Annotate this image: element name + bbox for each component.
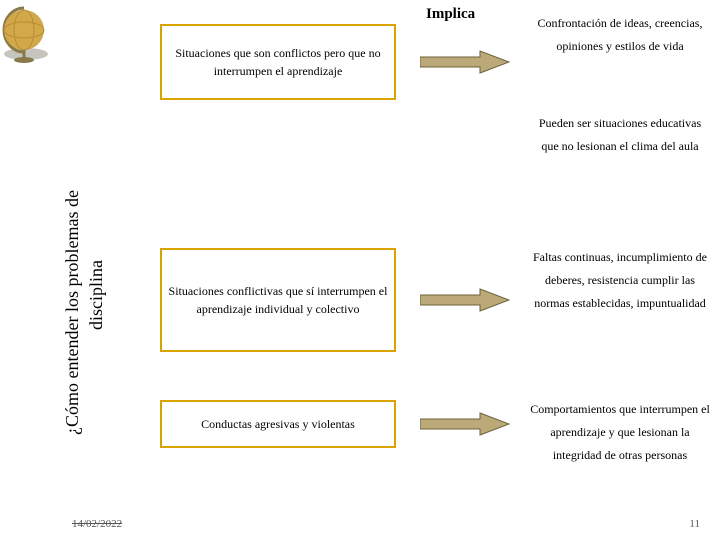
vertical-title-line1: ¿Cómo entender los problemas de (62, 190, 83, 435)
desc-comportamientos: Comportamientos que interrumpen el apren… (530, 398, 710, 466)
slide: Implica ¿Cómo entender los problemas de … (0, 0, 720, 540)
box-situaciones-no-interrumpen: Situaciones que son conflictos pero que … (160, 24, 396, 100)
box-situaciones-si-interrumpen: Situaciones conflictivas que sí interrum… (160, 248, 396, 352)
vertical-title-line2: disciplina (86, 260, 107, 330)
box-text: Situaciones que son conflictos pero que … (168, 44, 388, 80)
desc-confrontacion: Confrontación de ideas, creencias, opini… (530, 12, 710, 58)
heading-implica: Implica (426, 6, 475, 23)
box-text: Situaciones conflictivas que sí interrum… (168, 282, 388, 318)
globe-icon (0, 0, 58, 68)
desc-faltas-continuas: Faltas continuas, incumplimiento de debe… (530, 246, 710, 314)
box-text: Conductas agresivas y violentas (201, 415, 355, 433)
arrow-icon (420, 412, 510, 436)
box-conductas-agresivas: Conductas agresivas y violentas (160, 400, 396, 448)
arrow-icon (420, 288, 510, 312)
footer-date: 14/02/2022 (72, 518, 122, 530)
footer-page-number: 11 (689, 518, 700, 530)
desc-situaciones-educativas: Pueden ser situaciones educativas que no… (530, 112, 710, 158)
arrow-icon (420, 50, 510, 74)
